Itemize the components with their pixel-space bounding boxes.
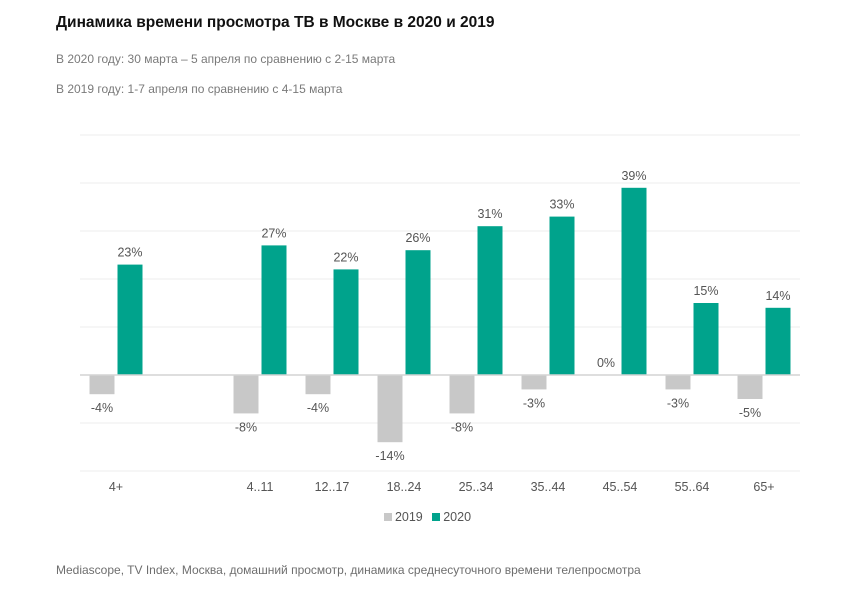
data-label-2020-4..11: 27% xyxy=(261,226,286,240)
x-tick-label: 4+ xyxy=(109,480,123,494)
data-label-2020-18..24: 26% xyxy=(405,231,430,245)
x-axis: 4+ 4..11 12..17 18..24 25..34 35..44 45..54 55.… xyxy=(80,374,800,494)
bar-2019-65+ xyxy=(737,375,763,399)
x-tick-label: 25..34 xyxy=(459,480,494,494)
data-label-2020-4+: 23% xyxy=(117,246,142,260)
legend-label-2019: 2019 xyxy=(394,510,423,524)
bar-2020-4..11 xyxy=(261,245,287,375)
bar-2020-55..64 xyxy=(693,303,719,375)
bar-2019-12..17 xyxy=(305,375,331,395)
legend-label-2020: 2020 xyxy=(443,510,472,524)
legend-item-2019: 2019 xyxy=(383,510,423,524)
source-note: Mediascope, TV Index, Москва, домашний п… xyxy=(56,563,641,577)
bar-2020-12..17 xyxy=(333,269,359,375)
legend: 2019 2020 xyxy=(0,510,855,524)
legend-swatch-2020 xyxy=(432,513,441,521)
bar-2020-4+ xyxy=(117,264,143,375)
bar-2019-18..24 xyxy=(377,375,403,443)
x-tick-label: 18..24 xyxy=(387,480,422,494)
data-label-2019-25..34: -8% xyxy=(451,420,473,434)
x-tick-label: 45..54 xyxy=(603,480,638,494)
data-label-2019-4..11: -8% xyxy=(235,420,257,434)
data-label-2019-45..54: 0% xyxy=(597,356,615,370)
data-label-2019-65+: -5% xyxy=(739,406,761,420)
x-tick-label: 55..64 xyxy=(675,480,710,494)
bar-2020-35..44 xyxy=(549,216,575,375)
bars xyxy=(89,187,791,443)
bar-2020-45..54 xyxy=(621,187,647,375)
subtitle-2020-period: В 2020 году: 30 марта – 5 апреля по срав… xyxy=(56,52,396,66)
bar-2019-4..11 xyxy=(233,375,259,414)
data-label-2019-18..24: -14% xyxy=(375,449,404,463)
bar-2019-55..64 xyxy=(665,375,691,390)
data-label-2020-25..34: 31% xyxy=(477,207,502,221)
x-tick-label: 65+ xyxy=(753,480,774,494)
data-label-2019-4+: -4% xyxy=(91,401,113,415)
data-label-2020-35..44: 33% xyxy=(549,198,574,212)
data-label-2020-12..17: 22% xyxy=(333,250,358,264)
bar-2020-18..24 xyxy=(405,250,431,375)
x-tick-label: 12..17 xyxy=(315,480,350,494)
bar-2019-4+ xyxy=(89,375,115,395)
data-label-2020-45..54: 39% xyxy=(621,169,646,183)
data-label-2019-55..64: -3% xyxy=(667,396,689,410)
data-labels: -4% 23% -8% 27% -4% 22% -14% 26% -8% 31% -3% 33% 0% 3… xyxy=(91,169,791,463)
bar-2020-25..34 xyxy=(477,226,503,375)
chart-title: Динамика времени просмотра ТВ в Москве в… xyxy=(56,14,495,31)
gridlines xyxy=(80,134,800,472)
legend-item-2020: 2020 xyxy=(432,510,471,524)
x-tick-label: 35..44 xyxy=(531,480,566,494)
bar-2019-25..34 xyxy=(449,375,475,414)
data-label-2019-12..17: -4% xyxy=(307,401,329,415)
x-tick-label: 4..11 xyxy=(247,480,274,494)
bar-2019-35..44 xyxy=(521,375,547,390)
subtitle-2019-period: В 2019 году: 1-7 апреля по сравнению с 4… xyxy=(56,82,343,96)
data-label-2019-35..44: -3% xyxy=(523,396,545,410)
bar-2020-65+ xyxy=(765,307,791,375)
data-label-2020-55..64: 15% xyxy=(693,284,718,298)
data-label-2020-65+: 14% xyxy=(765,289,790,303)
legend-swatch-2019 xyxy=(383,513,392,521)
